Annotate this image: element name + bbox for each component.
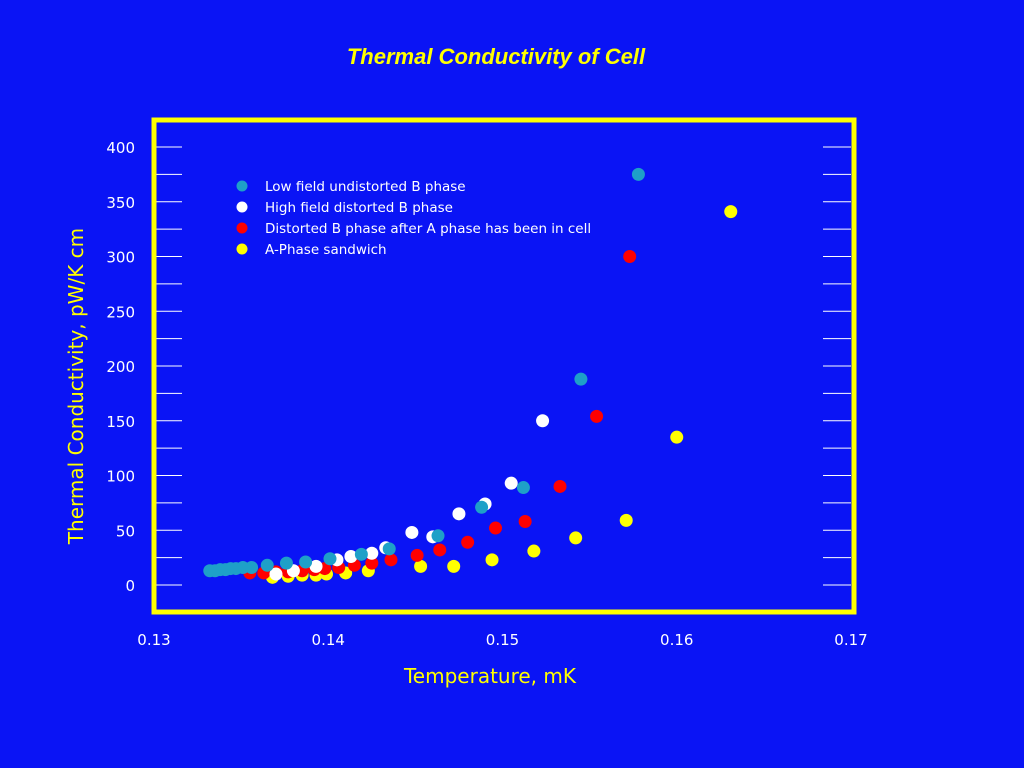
y-tick-label: 50 [116,522,135,540]
data-point [619,513,633,527]
y-tick-label: 0 [125,577,135,595]
data-point [536,414,550,428]
data-point [485,553,499,567]
y-tick-label: 250 [106,303,135,321]
legend-marker [236,201,248,213]
y-tick-label: 200 [106,358,135,376]
data-point [269,567,283,581]
data-point [382,542,396,556]
data-point [299,555,313,569]
x-axis-label: Temperature, mK [403,664,577,688]
legend-label: Distorted B phase after A phase has been… [265,221,591,237]
data-point [518,514,532,528]
tick-marks [154,146,851,586]
data-point [354,547,368,561]
y-tick-label: 350 [106,194,135,212]
data-point [405,525,419,539]
data-point [410,548,424,562]
data-point [590,409,604,423]
data-point [574,372,588,386]
y-tick-label: 150 [106,413,135,431]
data-points [203,167,738,584]
data-point [631,167,645,181]
data-point [553,479,567,493]
data-point [527,544,541,558]
data-point [447,559,461,573]
y-tick-label: 300 [106,249,135,267]
data-point [516,481,530,495]
data-point [623,250,637,263]
x-tick-label: 0.17 [834,631,867,649]
data-point [433,543,447,557]
x-tick-labels: 0.13 0.14 0.15 0.16 0.17 [137,631,867,649]
legend-label: Low field undistorted B phase [265,179,466,195]
data-point [384,553,398,567]
legend-marker [236,222,248,234]
y-tick-label: 100 [106,468,135,486]
data-point [309,559,323,573]
data-point [365,546,379,560]
data-point [489,521,503,535]
legend-marker [236,243,248,255]
chart-title: Thermal Conductivity of Cell [346,44,646,69]
data-point [365,556,379,570]
data-point [569,531,583,545]
legend-label: A-Phase sandwich [265,242,387,258]
legend-label: High field distorted B phase [265,200,453,216]
data-point [504,476,518,490]
data-point [323,552,337,566]
data-point [461,535,475,549]
data-point [344,550,358,564]
plot-frame [151,117,857,615]
y-axis-label: Thermal Conductivity, pW/K cm [64,228,88,545]
data-point [724,205,738,219]
data-point [475,500,489,514]
y-tick-labels: 0 50 100 150 200 250 300 350 400 [106,139,135,595]
data-point [414,559,428,573]
data-point [279,556,293,570]
data-point [670,430,684,444]
x-tick-label: 0.15 [486,631,519,649]
y-tick-label: 400 [106,139,135,157]
legend: Low field undistorted B phase High field … [236,179,591,258]
data-point [452,507,466,521]
x-tick-label: 0.14 [312,631,345,649]
data-point [245,560,259,574]
data-point [431,529,445,543]
x-tick-label: 0.16 [660,631,693,649]
x-tick-label: 0.13 [137,631,170,649]
data-point [260,558,274,572]
legend-marker [236,180,248,192]
